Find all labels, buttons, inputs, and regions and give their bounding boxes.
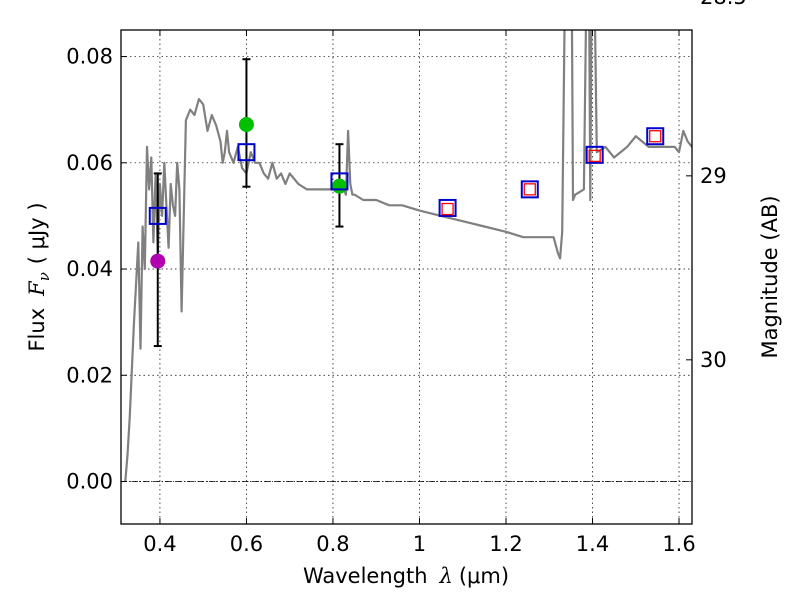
y-axis-label-unit: ( μJy )	[25, 202, 49, 264]
y-tick-label: 0.00	[66, 470, 113, 494]
blue-photometry-square	[330, 172, 349, 191]
y-tick-label: 0.04	[66, 257, 113, 281]
blue-photometry-square	[646, 127, 665, 146]
x-tick-label: 1.2	[489, 532, 522, 556]
blue-photometry-square	[585, 145, 604, 164]
y-axis-label: Flux Fν ( μJy )	[25, 202, 53, 351]
x-axis-label: Wavelength λ (μm)	[303, 564, 509, 588]
x-tick-label: 1	[413, 532, 426, 556]
x-axis-label-unit: (μm)	[459, 564, 509, 588]
y-axis-label-symbol: F	[25, 280, 49, 297]
blue-photometry-square	[438, 198, 457, 217]
y-tick-label: 0.06	[66, 151, 113, 175]
blue-photometry-square	[237, 143, 256, 162]
y-axis-label-prefix: Flux	[25, 308, 49, 352]
axis-ticks: 0.4 0.6 0.8 1 1.2 1.4 1.6 0.00 0.02 0.04 0.06 0.08 2…	[66, 0, 747, 556]
x-axis-label-prefix: Wavelength	[303, 564, 428, 588]
red-photometry-square	[523, 183, 536, 196]
green-measurement-point	[331, 178, 347, 194]
blue-photometry-square	[520, 180, 539, 199]
y-tick-label: 0.08	[66, 45, 113, 69]
magenta-measurement-point	[150, 253, 166, 269]
red-photometry-square	[588, 149, 601, 163]
blue-photometry-square	[148, 206, 167, 225]
grid-lines	[121, 30, 692, 524]
y-tick-label: 0.02	[66, 363, 113, 387]
model-spectrum-line	[124, 30, 692, 482]
green-measurement-point	[238, 117, 254, 133]
x-tick-label: 1.4	[576, 532, 609, 556]
y2-axis-label: Magnitude (AB)	[758, 195, 782, 358]
plot-frame	[120, 29, 693, 525]
red-photometry-square	[441, 202, 454, 216]
y2-tick-label: 28.5	[700, 0, 747, 9]
model-spectrum	[124, 30, 692, 482]
x-tick-label: 0.6	[230, 532, 263, 556]
y-axis-label-subscript: ν	[35, 272, 53, 281]
data-points	[148, 117, 665, 269]
y2-tick-label: 29	[700, 164, 727, 188]
x-axis-label-symbol: λ	[439, 564, 453, 588]
x-tick-label: 0.4	[143, 532, 176, 556]
y2-tick-label: 30	[700, 348, 727, 372]
x-tick-label: 1.6	[662, 532, 695, 556]
red-photometry-square	[649, 130, 662, 143]
x-tick-label: 0.8	[316, 532, 349, 556]
